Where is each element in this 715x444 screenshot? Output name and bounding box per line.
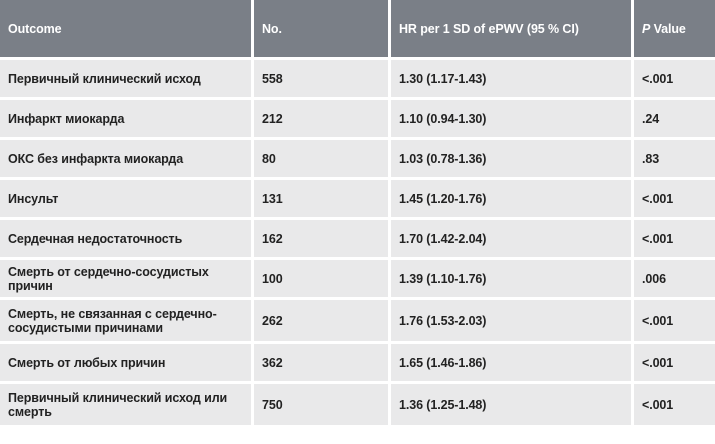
header-p-letter: P: [642, 21, 651, 36]
header-p-rest: Value: [650, 21, 686, 36]
p-value-cell: .83: [634, 140, 715, 177]
count-cell: 362: [254, 344, 388, 381]
hr-cell: 1.36 (1.25-1.48): [391, 384, 631, 425]
header-outcome: Outcome: [0, 0, 251, 57]
hr-cell: 1.39 (1.10-1.76): [391, 260, 631, 297]
hr-cell: 1.65 (1.46-1.86): [391, 344, 631, 381]
hr-cell: 1.76 (1.53-2.03): [391, 300, 631, 341]
table-row: Смерть от сердечно-сосудистых причин 100…: [0, 260, 715, 297]
outcome-cell: Инфаркт миокарда: [0, 100, 251, 137]
hr-cell: 1.03 (0.78-1.36): [391, 140, 631, 177]
outcome-cell: Смерть от сердечно-сосудистых причин: [0, 260, 251, 297]
count-cell: 131: [254, 180, 388, 217]
count-cell: 750: [254, 384, 388, 425]
header-hr: HR per 1 SD of ePWV (95 % CI): [391, 0, 631, 57]
p-value-cell: .006: [634, 260, 715, 297]
table-header-row: Outcome No. HR per 1 SD of ePWV (95 % CI…: [0, 0, 715, 57]
outcome-cell: Инсульт: [0, 180, 251, 217]
table-row: Смерть, не связанная с сердечно-сосудист…: [0, 300, 715, 341]
count-cell: 162: [254, 220, 388, 257]
p-value-cell: <.001: [634, 300, 715, 341]
table-row: Инсульт 131 1.45 (1.20-1.76) <.001: [0, 180, 715, 217]
hr-cell: 1.30 (1.17-1.43): [391, 60, 631, 97]
p-value-cell: <.001: [634, 180, 715, 217]
count-cell: 262: [254, 300, 388, 341]
p-value-cell: <.001: [634, 220, 715, 257]
table-row: ОКС без инфаркта миокарда 80 1.03 (0.78-…: [0, 140, 715, 177]
outcome-cell: ОКС без инфаркта миокарда: [0, 140, 251, 177]
outcome-cell: Первичный клинический исход: [0, 60, 251, 97]
outcome-cell: Смерть, не связанная с сердечно-сосудист…: [0, 300, 251, 341]
table-row: Сердечная недостаточность 162 1.70 (1.42…: [0, 220, 715, 257]
p-value-cell: <.001: [634, 384, 715, 425]
hr-cell: 1.10 (0.94-1.30): [391, 100, 631, 137]
p-value-cell: <.001: [634, 60, 715, 97]
table-row: Смерть от любых причин 362 1.65 (1.46-1.…: [0, 344, 715, 381]
table-row: Инфаркт миокарда 212 1.10 (0.94-1.30) .2…: [0, 100, 715, 137]
table-row: Первичный клинический исход 558 1.30 (1.…: [0, 60, 715, 97]
outcome-cell: Первичный клинический исход или смерть: [0, 384, 251, 425]
hr-cell: 1.70 (1.42-2.04): [391, 220, 631, 257]
p-value-cell: <.001: [634, 344, 715, 381]
count-cell: 212: [254, 100, 388, 137]
count-cell: 80: [254, 140, 388, 177]
header-no: No.: [254, 0, 388, 57]
header-p-value: P Value: [634, 0, 715, 57]
count-cell: 558: [254, 60, 388, 97]
outcome-cell: Сердечная недостаточность: [0, 220, 251, 257]
count-cell: 100: [254, 260, 388, 297]
table-row: Первичный клинический исход или смерть 7…: [0, 384, 715, 425]
p-value-cell: .24: [634, 100, 715, 137]
hr-cell: 1.45 (1.20-1.76): [391, 180, 631, 217]
outcome-cell: Смерть от любых причин: [0, 344, 251, 381]
